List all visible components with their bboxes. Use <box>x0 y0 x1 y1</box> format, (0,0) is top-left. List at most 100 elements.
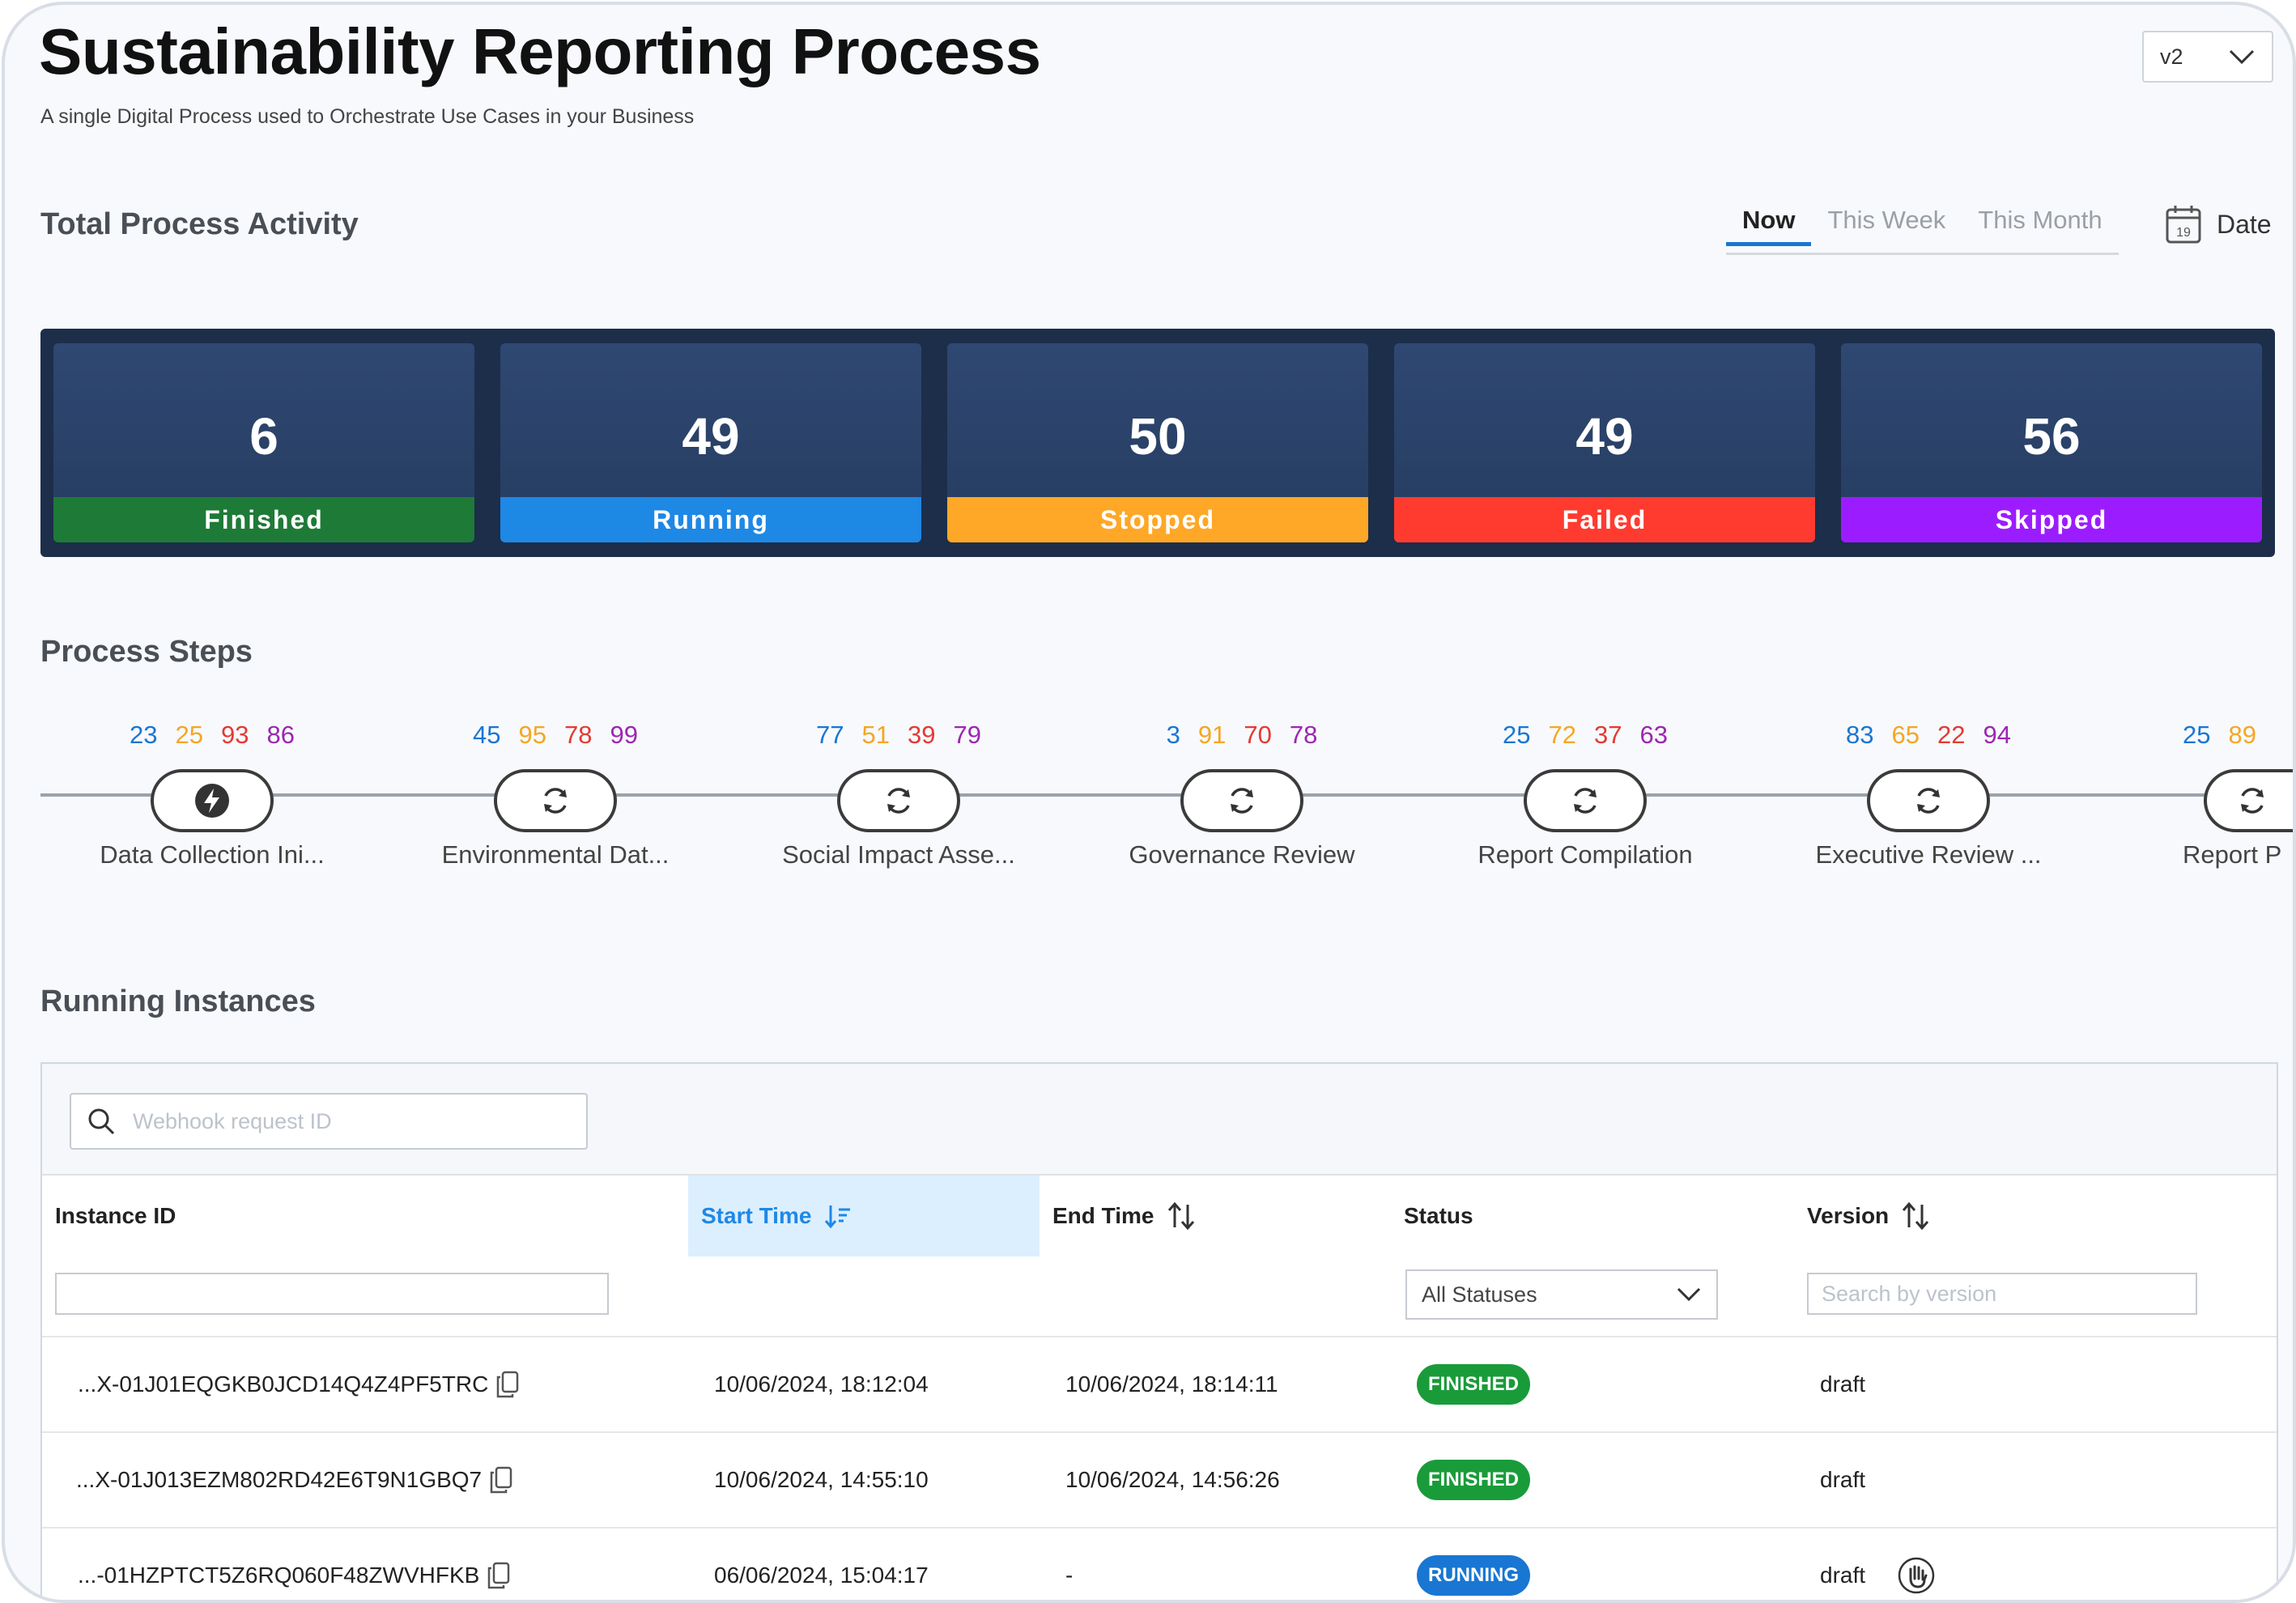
column-status: Status <box>1404 1176 1473 1256</box>
stat-label: Running <box>500 497 921 542</box>
stop-hand-icon[interactable] <box>1898 1557 1935 1594</box>
status-filter-select[interactable]: All Statuses <box>1405 1269 1718 1320</box>
table-row[interactable]: ...X-01J01EQGKB0JCD14Q4Z4PF5TRC 10/06/20… <box>42 1337 2277 1433</box>
stat-card-running[interactable]: 49 Running <box>500 343 921 542</box>
calendar-day: 19 <box>2176 226 2191 240</box>
process-step-7[interactable]: 25 89 Report P <box>2183 721 2293 870</box>
stat-label: Failed <box>1394 497 1815 542</box>
page-subtitle: A single Digital Process used to Orchest… <box>40 105 695 128</box>
page-title: Sustainability Reporting Process <box>39 15 1041 87</box>
copy-icon[interactable] <box>490 1466 512 1494</box>
table-row[interactable]: ...-01HZPTCT5Z6RQ060F48ZWVHFKB 06/06/202… <box>42 1529 2277 1600</box>
count-failed: 22 <box>1937 721 1966 749</box>
status-cell: RUNNING <box>1417 1529 1530 1600</box>
step-node[interactable] <box>837 769 960 832</box>
version-select[interactable]: v2 <box>2142 31 2273 83</box>
table-header: Instance ID Start Time End Time <box>42 1174 2277 1258</box>
refresh-icon <box>1231 788 1253 814</box>
instance-id: ...X-01J01EQGKB0JCD14Q4Z4PF5TRC <box>78 1371 489 1397</box>
count-finished: 3 <box>1166 721 1180 749</box>
instance-id: ...-01HZPTCT5Z6RQ060F48ZWVHFKB <box>78 1563 480 1588</box>
stat-label: Finished <box>53 497 474 542</box>
column-label: Instance ID <box>55 1203 176 1228</box>
status-cell: FINISHED <box>1417 1433 1531 1527</box>
column-end-time[interactable]: End Time <box>1052 1176 1195 1256</box>
status-badge: FINISHED <box>1417 1364 1531 1405</box>
step-node[interactable] <box>1180 769 1303 832</box>
step-counts: 23 25 93 86 <box>42 721 382 756</box>
instance-id-cell: ...X-01J01EQGKB0JCD14Q4Z4PF5TRC <box>78 1337 519 1431</box>
step-name: Report P <box>2183 840 2282 869</box>
step-name: Governance Review <box>1129 840 1355 869</box>
column-label: Status <box>1404 1203 1473 1228</box>
instance-id-filter-input[interactable] <box>55 1273 609 1315</box>
version-cell: draft <box>1820 1529 1935 1600</box>
end-time-cell: 10/06/2024, 18:14:11 <box>1065 1371 1278 1397</box>
count-finished: 25 <box>2183 721 2211 749</box>
column-label: End Time <box>1052 1203 1154 1228</box>
table-row[interactable]: ...X-01J013EZM802RD42E6T9N1GBQ7 10/06/20… <box>42 1433 2277 1529</box>
stat-value: 49 <box>682 407 740 466</box>
start-time-cell: 10/06/2024, 14:55:10 <box>714 1467 929 1492</box>
sort-icon[interactable] <box>1167 1201 1195 1231</box>
count-finished: 83 <box>1846 721 1874 749</box>
step-node[interactable] <box>2204 769 2293 832</box>
step-node[interactable] <box>151 769 274 832</box>
step-name: Executive Review ... <box>1815 840 2042 869</box>
webhook-search-input[interactable] <box>131 1108 555 1135</box>
step-node[interactable] <box>1524 769 1647 832</box>
process-step-3[interactable]: 77 51 39 79 Social Impact Asse... <box>729 721 1069 870</box>
column-label: Start Time <box>701 1203 812 1228</box>
stat-card-failed[interactable]: 49 Failed <box>1394 343 1815 542</box>
lightning-icon <box>195 784 229 818</box>
process-step-2[interactable]: 45 95 78 99 Environmental Dat... <box>385 721 725 870</box>
stat-card-skipped[interactable]: 56 Skipped <box>1841 343 2262 542</box>
refresh-icon <box>887 788 910 814</box>
stat-card-stopped[interactable]: 50 Stopped <box>947 343 1368 542</box>
date-picker-button[interactable]: 19 Date <box>2165 204 2272 244</box>
stats-panel: 6 Finished 49 Running 50 Stopped 49 Fail… <box>40 329 2275 557</box>
tab-now[interactable]: Now <box>1726 199 1812 246</box>
count-skipped: 99 <box>610 721 638 749</box>
sort-descending-icon[interactable] <box>824 1203 852 1229</box>
process-steps-title: Process Steps <box>40 635 253 669</box>
step-counts: 77 51 39 79 <box>729 721 1069 756</box>
process-step-6[interactable]: 83 65 22 94 Executive Review ... <box>1758 721 2098 870</box>
copy-icon[interactable] <box>487 1562 510 1589</box>
count-stopped: 72 <box>1548 721 1576 749</box>
process-step-1[interactable]: 23 25 93 86 Data Collection Ini... <box>42 721 382 870</box>
search-icon <box>88 1108 115 1135</box>
tab-this-month[interactable]: This Month <box>1978 206 2103 234</box>
tab-this-week[interactable]: This Week <box>1827 206 1946 234</box>
step-node[interactable] <box>1867 769 1990 832</box>
count-finished: 45 <box>473 721 501 749</box>
column-start-time[interactable]: Start Time <box>688 1176 1040 1256</box>
version-select-value: v2 <box>2160 44 2183 69</box>
step-node[interactable] <box>494 769 617 832</box>
count-skipped: 78 <box>1289 721 1318 749</box>
chevron-down-icon <box>1677 1287 1701 1302</box>
instance-id: ...X-01J013EZM802RD42E6T9N1GBQ7 <box>76 1467 483 1492</box>
version-value: draft <box>1820 1563 1866 1588</box>
filter-row: All Statuses <box>42 1256 2277 1337</box>
refresh-icon <box>1917 788 1940 814</box>
process-step-4[interactable]: 3 91 70 78 Governance Review <box>1072 721 1412 870</box>
copy-icon[interactable] <box>496 1371 519 1398</box>
count-stopped: 89 <box>2228 721 2256 749</box>
count-failed: 39 <box>908 721 936 749</box>
instance-id-cell: ...-01HZPTCT5Z6RQ060F48ZWVHFKB <box>78 1529 510 1600</box>
version-filter-input[interactable] <box>1807 1273 2197 1315</box>
column-version[interactable]: Version <box>1807 1176 1929 1256</box>
status-filter-value: All Statuses <box>1422 1282 1537 1307</box>
process-step-5[interactable]: 25 72 37 63 Report Compilation <box>1415 721 1755 870</box>
start-time-cell: 10/06/2024, 18:12:04 <box>714 1371 929 1397</box>
chevron-down-icon <box>2229 49 2255 65</box>
count-skipped: 94 <box>1983 721 2011 749</box>
version-cell: draft <box>1820 1467 1866 1492</box>
stat-label: Skipped <box>1841 497 2262 542</box>
sort-icon[interactable] <box>1902 1201 1929 1231</box>
stat-card-finished[interactable]: 6 Finished <box>53 343 474 542</box>
count-skipped: 79 <box>953 721 981 749</box>
instance-id-cell: ...X-01J013EZM802RD42E6T9N1GBQ7 <box>76 1433 512 1527</box>
